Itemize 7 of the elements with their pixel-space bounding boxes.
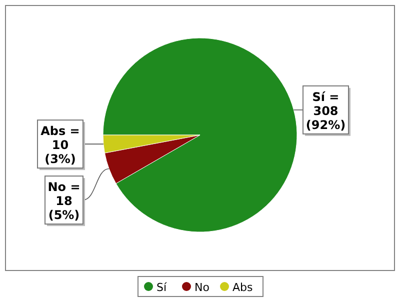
legend-label: Sí (156, 281, 168, 294)
legend-label: No (194, 281, 210, 294)
pie-slice (102, 38, 298, 232)
legend-label: Abs (232, 281, 254, 294)
data-label: No = 18 (5%) (48, 180, 80, 222)
data-label: Sí = 308 (92%) (306, 90, 346, 132)
data-label: Abs = 10 (3%) (40, 124, 80, 166)
